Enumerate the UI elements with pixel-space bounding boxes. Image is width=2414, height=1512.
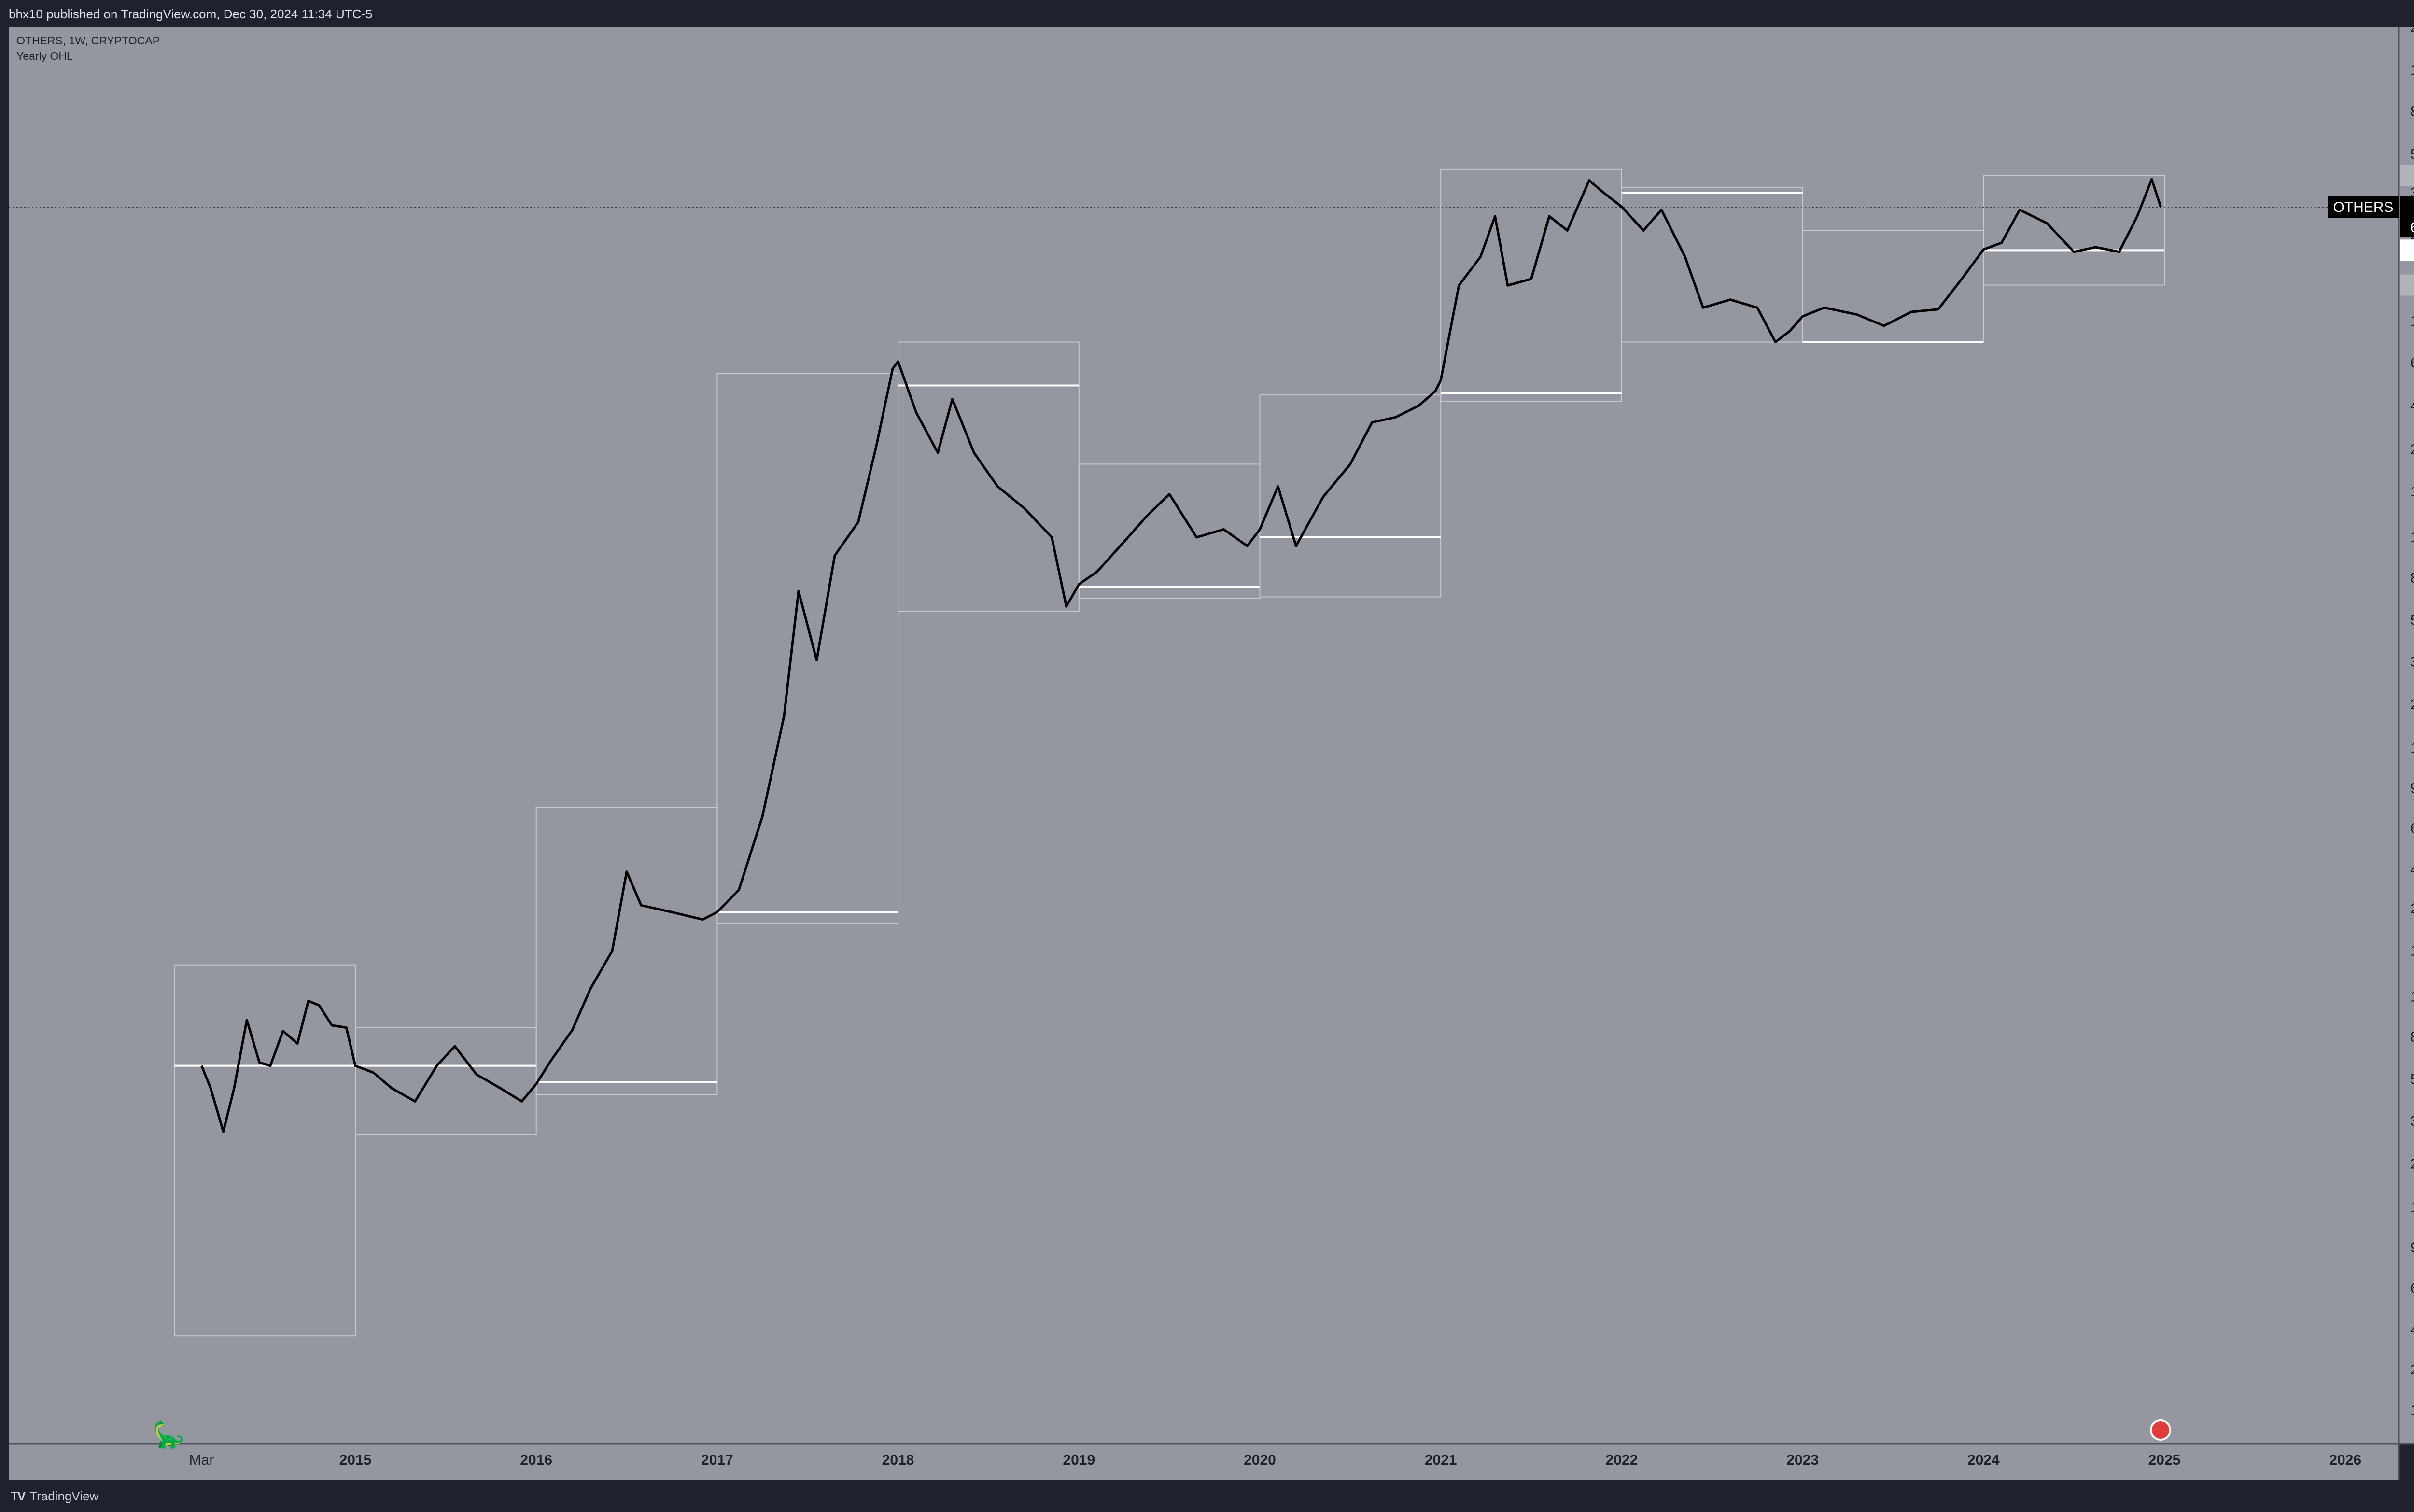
y-tick-label: 970M [2410,781,2414,797]
x-tick-label: 2020 [1244,1452,1276,1468]
y-tick-label: 190M [2410,943,2414,959]
y-tick-label: 6.45M [2410,1280,2414,1296]
legend-indicator[interactable]: Yearly OHL [16,50,73,62]
y-tick-label: 9.7M [2410,1240,2414,1256]
price-axis[interactable] [2399,27,2414,1444]
x-tick-label: 2017 [701,1452,733,1468]
symbol-tag-bg [2328,196,2399,218]
x-tick-label: 2018 [882,1452,914,1468]
publish-info: bhx10 published on TradingView.com, Dec … [9,7,373,21]
countdown-bg [2400,218,2414,238]
y-tick-label: 45B [2410,398,2414,414]
y-tick-label: 4.25M [2410,1322,2414,1338]
y-tick-label: 8B [2410,570,2414,586]
y-tick-label: 12B [2410,530,2414,546]
y-tick-label: 34.5M [2410,1113,2414,1129]
y-tick-label: 120M [2410,989,2414,1005]
symbol-tag[interactable]: OTHERS [2333,199,2393,215]
us-flag-event-icon[interactable] [2150,1419,2171,1441]
ohl-box-2017 [716,373,899,924]
price-label-bg [2400,165,2414,186]
price-series-line[interactable] [200,178,2162,1133]
y-tick-label: 2T [2410,19,2414,35]
x-tick-label: 2024 [1967,1452,2000,1468]
price-label-bg [2400,239,2414,261]
y-tick-label: 19B [2410,484,2414,500]
x-tick-label: 2016 [520,1452,552,1468]
x-tick-label: 2021 [1425,1452,1457,1468]
x-tick-label: 2022 [1606,1452,1638,1468]
y-tick-label: 1.9M [2410,1402,2414,1418]
y-tick-label: 105B [2410,313,2414,329]
time-axis[interactable] [9,1444,2399,1480]
y-tick-label: 1.3T [2410,62,2414,78]
x-tick-label: 2015 [339,1452,372,1468]
y-tick-label: 52.5M [2410,1071,2414,1087]
price-label-bg [2400,274,2414,296]
tradingview-logo[interactable]: TV TradingView [11,1489,98,1503]
footer-bar: TV TradingView [0,1480,2414,1512]
price-chart[interactable]: OTHERS, 1W, CRYPTOCAP Yearly OHL 2T 1.3T 860… [0,0,2414,1480]
ohl-box-2024 [1983,175,2165,286]
y-tick-label: 3.45B [2410,654,2414,670]
y-tick-label: 650M [2410,820,2414,836]
y-tick-label: 80M [2410,1029,2414,1045]
countdown-label: 6d 8h [2410,220,2414,236]
y-tick-label: 2.85M [2410,1362,2414,1378]
y-tick-label: 380B [2410,185,2414,201]
ohl-box-2016 [535,807,718,1095]
plot-area[interactable] [9,27,2398,1444]
x-tick-label: 2019 [1063,1452,1095,1468]
y-tick-label: 290M [2410,901,2414,917]
y-tick-label: 860B [2410,103,2414,119]
y-tick-label: 29B [2410,442,2414,458]
legend-symbol[interactable]: OTHERS, 1W, CRYPTOCAP [16,34,160,47]
price-label-bg [2400,196,2414,218]
y-tick-label: 22.5M [2410,1156,2414,1172]
y-tick-label: 69B [2410,355,2414,371]
x-tick-label: Mar [189,1452,214,1468]
dino-icon[interactable]: 🦕 [153,1420,185,1449]
x-tick-label: 2023 [1786,1452,1819,1468]
y-tick-label: 430M [2410,862,2414,878]
tradingview-logo-icon: TV [11,1488,26,1503]
publish-header: bhx10 published on TradingView.com, Dec … [0,0,2414,27]
x-tick-label: 2026 [2329,1452,2361,1468]
ohl-box-2020 [1259,394,1442,598]
y-tick-label: 560B [2410,146,2414,162]
y-tick-label: 1.45B [2410,741,2414,756]
tradingview-brand: TradingView [29,1488,99,1503]
y-tick-label: 14.5M [2410,1200,2414,1216]
ohl-box-2014 [174,964,356,1337]
x-tick-label: 2025 [2148,1452,2181,1468]
y-tick-label: 2.25B [2410,697,2414,713]
y-tick-label: 5.25B [2410,612,2414,628]
